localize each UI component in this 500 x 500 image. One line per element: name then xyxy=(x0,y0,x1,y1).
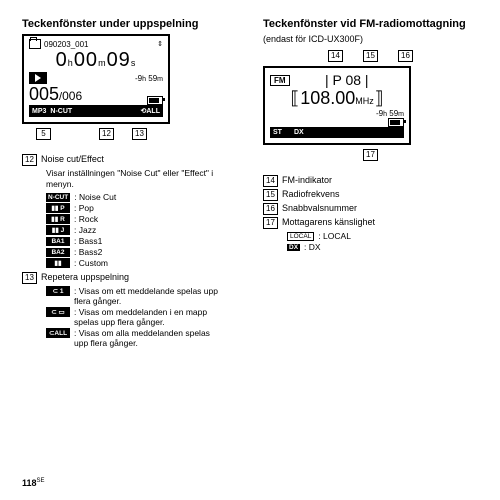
play-icon xyxy=(29,72,47,84)
left-list: 12 Noise cut/Effect Visar inställningen … xyxy=(22,154,237,348)
bottom-callout: 17 xyxy=(263,149,478,161)
sensitivity-list: LOCAL: LOCAL DX: DX xyxy=(287,231,478,252)
page-number: 118SE xyxy=(22,478,45,488)
ncut-tag: N-CUT xyxy=(50,108,72,115)
right-list: 14FM-indikator 15Radiofrekvens 16Snabbva… xyxy=(263,175,478,252)
callout-12: 12 xyxy=(22,154,37,166)
top-callouts: 14 15 16 xyxy=(263,50,478,62)
fm-status-bar: ST DX xyxy=(270,127,404,138)
item12-title: Noise cut/Effect xyxy=(41,154,104,164)
format-tag: MP3 xyxy=(32,108,46,115)
left-heading: Teckenfönster under uppspelning xyxy=(22,18,237,30)
st-tag: ST xyxy=(273,129,282,136)
loop-tag: ⟲ALL xyxy=(141,107,160,115)
battery-icon-fm xyxy=(388,118,404,127)
right-column: Teckenfönster vid FM-radiomottagning (en… xyxy=(263,18,478,349)
left-callouts: 5 12 13 xyxy=(36,128,237,140)
playback-lcd: 090203_001 ⇕ 0h00m09s -9h 59m 005/006 xyxy=(22,34,170,124)
updown-icon: ⇕ xyxy=(157,40,163,48)
preset-number: | P 08 | xyxy=(325,72,369,88)
left-column: Teckenfönster under uppspelning 090203_0… xyxy=(22,18,237,349)
fm-lcd: FM | P 08 | ⟦108.00MHz⟧ -9h 59m ST DX xyxy=(263,66,411,145)
dx-tag: DX xyxy=(294,129,304,136)
effects-list: N-CUT: Noise Cut ▮▮ P: Pop ▮▮ R: Rock ▮▮… xyxy=(46,192,237,268)
fm-remaining: -9h 59m xyxy=(376,109,404,118)
item12-desc: Visar inställningen "Noise Cut" eller "E… xyxy=(46,168,237,190)
frequency: ⟦108.00MHz⟧ xyxy=(270,88,404,109)
battery-icon xyxy=(147,96,163,105)
elapsed-time: 0h00m09s xyxy=(29,49,163,72)
filename: 090203_001 xyxy=(44,40,89,49)
right-sub: (endast för ICD-UX300F) xyxy=(263,34,478,44)
status-bar: MP3 N-CUT ⟲ALL xyxy=(29,105,163,117)
track-counter: 005/006 xyxy=(29,84,82,105)
callout-13: 13 xyxy=(22,272,37,284)
folder-icon xyxy=(29,39,41,49)
right-heading: Teckenfönster vid FM-radiomottagning xyxy=(263,18,478,30)
fm-tag: FM xyxy=(270,75,290,86)
repeat-list: ⊂ 1: Visas om ett meddelande spelas upp … xyxy=(46,286,237,348)
item13-title: Repetera uppspelning xyxy=(41,272,129,282)
remaining-time: -9h 59m xyxy=(135,74,163,83)
